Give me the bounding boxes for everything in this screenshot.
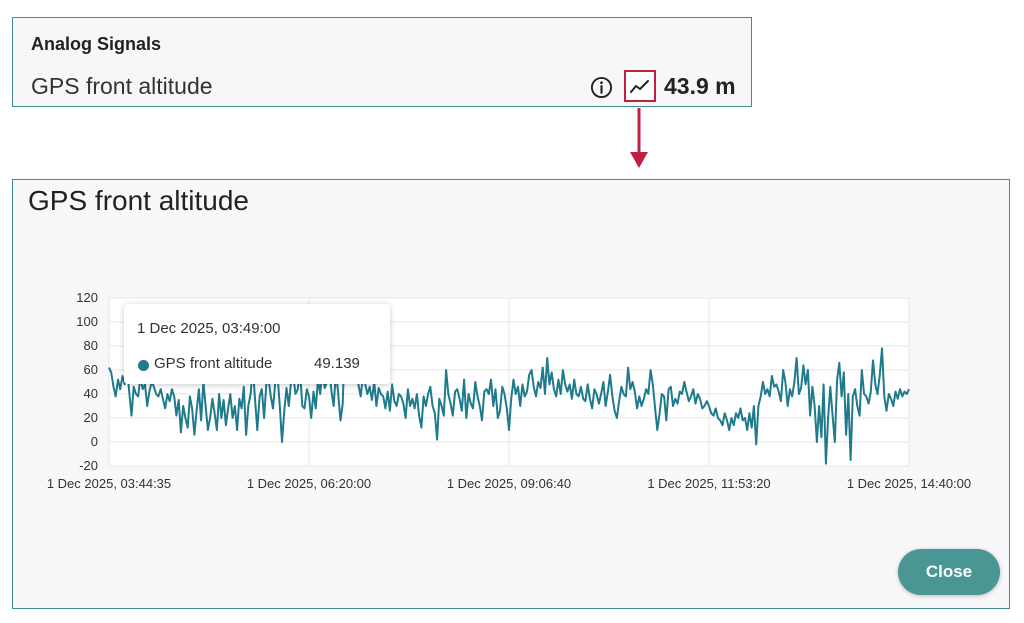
tooltip-series-dot <box>138 360 149 371</box>
y-tick-label: 40 <box>84 386 98 401</box>
y-tick-label: 80 <box>84 338 98 353</box>
section-title: Analog Signals <box>31 34 162 54</box>
x-tick-label: 1 Dec 2025, 03:44:35 <box>47 476 171 491</box>
x-tick-label: 1 Dec 2025, 11:53:20 <box>647 476 770 491</box>
signal-card: Analog Signals GPS front altitude 43.9 m <box>12 17 752 107</box>
y-tick-label: 20 <box>84 410 98 425</box>
x-tick-label: 1 Dec 2025, 09:06:40 <box>447 476 571 491</box>
tooltip-series-name: GPS front altitude <box>154 355 273 372</box>
y-tick-label: 0 <box>91 434 98 449</box>
tooltip-value: 49.139 <box>314 355 360 372</box>
close-button[interactable]: Close <box>898 549 1000 595</box>
modal-title: GPS front altitude <box>28 185 250 216</box>
trend-chart-button[interactable] <box>624 70 656 102</box>
x-tick-label: 1 Dec 2025, 06:20:00 <box>247 476 371 491</box>
tooltip-time: 1 Dec 2025, 03:49:00 <box>137 320 281 337</box>
y-tick-label: 60 <box>84 362 98 377</box>
arrow-down-icon <box>630 108 648 168</box>
chart-modal: GPS front altitude -20 0 20 40 60 80 100 120 1 D… <box>12 179 1010 609</box>
y-tick-label: 120 <box>76 290 98 305</box>
signal-value: 43.9 m <box>664 73 736 99</box>
signal-name: GPS front altitude <box>31 73 213 99</box>
series-line <box>108 335 910 465</box>
trend-chart-icon <box>630 80 649 93</box>
y-tick-label: -20 <box>79 458 98 473</box>
chart-tooltip: 1 Dec 2025, 03:49:00 GPS front altitude … <box>124 304 390 384</box>
info-icon[interactable] <box>590 76 613 99</box>
y-tick-label: 100 <box>76 314 98 329</box>
x-tick-label: 1 Dec 2025, 14:40:00 <box>847 476 971 491</box>
